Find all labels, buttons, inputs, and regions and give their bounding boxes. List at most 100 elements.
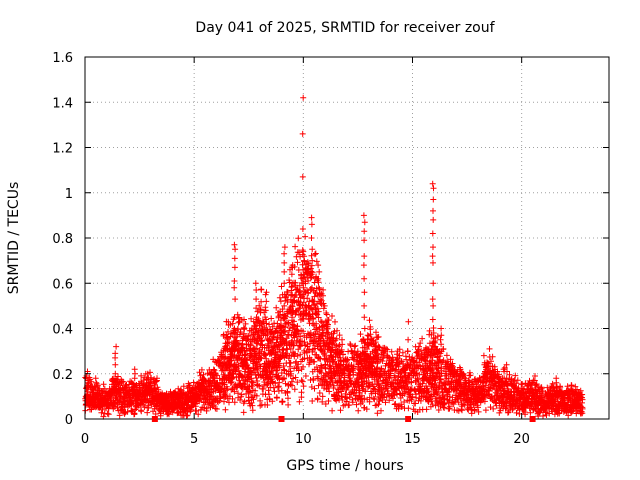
data-point xyxy=(382,399,389,406)
data-point xyxy=(299,173,306,180)
data-point xyxy=(337,354,344,361)
data-point xyxy=(289,321,296,328)
gap-marker xyxy=(405,416,412,422)
data-point xyxy=(266,335,273,342)
data-point xyxy=(144,409,151,416)
data-point xyxy=(355,407,362,414)
data-point xyxy=(300,328,306,335)
data-point xyxy=(289,382,295,389)
data-point xyxy=(253,287,260,293)
data-point xyxy=(323,329,330,336)
data-point xyxy=(295,367,302,374)
data-point xyxy=(281,268,288,275)
data-point xyxy=(279,398,286,405)
data-point xyxy=(429,180,436,187)
data-point xyxy=(291,322,298,329)
data-point xyxy=(214,372,220,379)
data-point xyxy=(231,399,238,406)
data-point xyxy=(231,334,238,341)
data-point xyxy=(308,214,315,221)
data-point xyxy=(577,387,584,394)
data-point xyxy=(316,390,323,396)
y-tick-label: 1.2 xyxy=(52,142,73,157)
data-point xyxy=(272,380,279,387)
data-point xyxy=(289,314,296,321)
data-point xyxy=(256,383,263,390)
data-point xyxy=(281,302,288,309)
data-point xyxy=(361,395,368,402)
data-point xyxy=(253,325,260,332)
data-point xyxy=(256,302,263,309)
data-point xyxy=(302,233,309,240)
data-point xyxy=(529,385,536,391)
data-point xyxy=(336,342,343,348)
data-point xyxy=(371,396,378,403)
data-point xyxy=(450,401,457,408)
data-point xyxy=(238,391,245,398)
data-point xyxy=(141,404,148,411)
data-point xyxy=(315,262,322,269)
data-point xyxy=(284,289,291,296)
data-point xyxy=(325,317,332,324)
data-point xyxy=(263,355,270,362)
data-point xyxy=(253,314,260,321)
data-point xyxy=(227,380,234,386)
data-point xyxy=(281,367,288,374)
data-point xyxy=(316,324,323,331)
data-point xyxy=(367,331,374,338)
data-point xyxy=(391,401,398,408)
grid-layer xyxy=(85,57,609,419)
data-point xyxy=(339,397,346,403)
data-point xyxy=(105,411,112,418)
data-point xyxy=(297,351,304,358)
data-point xyxy=(363,406,370,413)
data-point xyxy=(289,291,296,298)
data-point xyxy=(401,399,408,405)
data-point xyxy=(480,352,487,359)
data-point xyxy=(285,401,292,408)
data-point xyxy=(229,320,236,327)
data-point xyxy=(456,376,463,383)
data-point xyxy=(336,332,343,339)
data-point xyxy=(519,381,526,388)
data-point xyxy=(254,308,261,315)
data-point xyxy=(393,361,400,368)
data-point xyxy=(398,358,405,365)
data-point xyxy=(501,364,508,371)
data-point xyxy=(540,413,546,419)
data-point xyxy=(357,355,364,362)
data-point xyxy=(361,289,368,296)
data-point xyxy=(311,385,318,392)
data-point xyxy=(347,375,354,382)
data-point xyxy=(308,305,315,312)
data-point xyxy=(458,375,464,382)
data-point xyxy=(281,280,288,287)
data-point xyxy=(287,345,294,352)
data-point xyxy=(308,271,315,278)
data-point xyxy=(503,375,510,382)
data-point xyxy=(281,375,288,381)
data-point xyxy=(145,405,152,411)
data-point xyxy=(389,354,396,361)
data-point xyxy=(448,378,455,385)
data-point xyxy=(122,382,129,389)
data-point xyxy=(186,382,193,389)
data-point xyxy=(84,377,91,384)
data-point xyxy=(232,296,239,303)
data-point xyxy=(340,351,346,358)
data-point xyxy=(359,399,366,405)
data-point xyxy=(248,315,255,322)
data-point xyxy=(231,255,238,262)
data-point xyxy=(304,330,311,337)
data-point xyxy=(437,376,444,383)
data-point xyxy=(388,348,395,355)
data-point xyxy=(538,384,545,391)
data-point xyxy=(513,380,520,387)
x-tick-label: 0 xyxy=(81,432,89,447)
data-point xyxy=(503,361,510,368)
data-point xyxy=(437,336,444,343)
x-axis-title: GPS time / hours xyxy=(286,458,403,474)
data-point xyxy=(417,397,424,404)
data-point xyxy=(392,400,399,407)
